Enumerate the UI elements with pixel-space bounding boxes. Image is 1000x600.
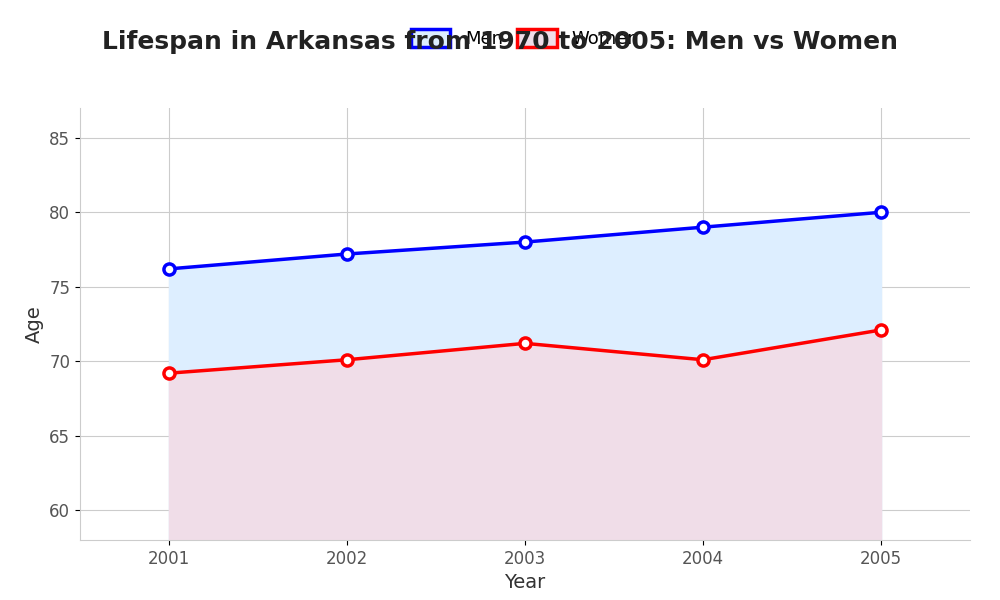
X-axis label: Year: Year xyxy=(504,573,546,592)
Y-axis label: Age: Age xyxy=(25,305,44,343)
Legend: Men, Women: Men, Women xyxy=(404,22,646,55)
Text: Lifespan in Arkansas from 1970 to 2005: Men vs Women: Lifespan in Arkansas from 1970 to 2005: … xyxy=(102,30,898,54)
